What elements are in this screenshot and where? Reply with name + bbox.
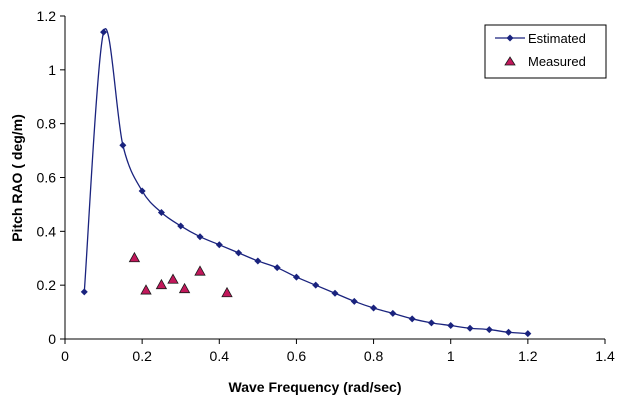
estimated-point [447,322,455,330]
estimated-point [524,330,532,338]
legend-estimated-marker [506,34,514,42]
measured-point [128,251,141,263]
y-tick-label: 0.6 [37,170,57,186]
estimated-point [292,273,300,281]
measured-point [155,278,168,290]
estimated-point [370,304,378,312]
estimated-point [235,249,243,257]
x-tick-label: 0.6 [287,348,307,364]
legend-measured-label: Measured [528,54,586,69]
legend-measured-marker [504,56,516,66]
y-tick-label: 0.2 [37,277,57,293]
estimated-point [157,208,165,216]
estimated-point [119,141,127,149]
axis-ticks: 0 0.2 0.4 0.6 0.8 1 1.2 1.4 0 0.2 0.4 0.6 0.8 1 1.2 [37,8,615,364]
estimated-point [215,241,223,249]
estimated-point [196,233,204,241]
legend-box [484,24,607,79]
estimated-point [485,326,493,334]
y-tick-label: 1.2 [37,8,57,24]
estimated-point [312,281,320,289]
legend: Estimated Measured [484,24,607,79]
x-tick-label: 0.4 [210,348,230,364]
x-axis-title: Wave Frequency (rad/sec) [229,379,402,395]
estimated-point [466,324,474,332]
estimated-point [389,309,397,317]
measured-point [178,282,191,294]
estimated-point [331,289,339,297]
estimated-point [138,187,146,195]
estimated-series-line [83,28,528,335]
x-tick-label: 0.2 [132,348,152,364]
series-layer [80,28,532,338]
estimated-point [177,222,185,230]
estimated-point [505,328,513,336]
measured-point [167,273,179,284]
y-axis-title: Pitch RAO ( deg/m) [9,114,25,242]
estimated-point [100,28,108,36]
y-tick-label: 0.4 [37,223,57,239]
x-tick-label: 0 [61,348,69,364]
estimated-point [273,264,281,272]
measured-point [221,286,233,298]
x-tick-label: 1.2 [518,348,538,364]
measured-point [140,284,152,295]
x-tick-label: 1.4 [595,348,615,364]
estimated-point [427,319,435,327]
y-tick-label: 0.8 [37,116,57,132]
estimated-point [350,297,358,305]
x-tick-label: 1 [447,348,455,364]
y-tick-label: 1 [48,62,56,78]
estimated-point [408,315,416,323]
y-tick-label: 0 [48,331,56,347]
measured-point [194,265,206,276]
legend-estimated-label: Estimated [528,31,586,46]
estimated-point [80,288,88,296]
x-tick-label: 0.8 [364,348,384,364]
estimated-point [254,257,262,265]
